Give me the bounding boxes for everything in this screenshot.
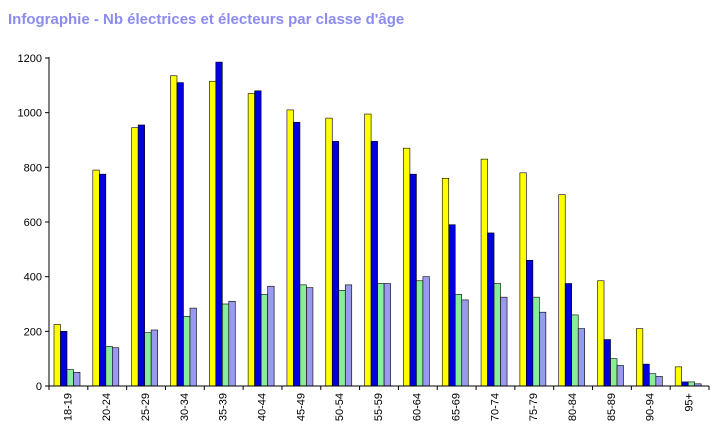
bar-55-59-s3 (377, 283, 385, 387)
bar-40-44-s3 (260, 294, 268, 387)
y-tick-label-800: 800 (24, 162, 42, 174)
bar-90-94-s1 (636, 328, 644, 387)
bar-35-39-s1 (208, 80, 217, 387)
bar-60-64-s4 (422, 276, 430, 387)
bar-75-79-s1 (519, 172, 527, 387)
bar-18-19-s1 (53, 324, 61, 387)
bar-90-94-s2 (642, 363, 650, 387)
axes-layer: 0 200 400 600 800 1000 1200 18-19 20-24 25-29 30-3… (18, 53, 710, 421)
bar-75-79-s4 (539, 311, 547, 387)
bar-65-69-s4 (461, 299, 469, 387)
bar-90-94-s3 (649, 373, 657, 387)
bar-18-19-s2 (60, 331, 68, 387)
bar-25-29-s4 (150, 329, 158, 387)
x-tick-label-25-29: 25-29 (140, 393, 152, 421)
bar-75-79-s2 (526, 259, 534, 387)
y-tick-label-600: 600 (24, 217, 42, 229)
x-tick-label-85-89: 85-89 (606, 393, 618, 421)
bar-70-74-s4 (500, 296, 508, 387)
x-tick-label-45-49: 45-49 (295, 393, 307, 421)
bars-layer (53, 61, 702, 387)
bar-45-49-s1 (286, 109, 294, 387)
y-tick-label-0: 0 (36, 381, 42, 393)
bar-85-89-s1 (597, 280, 605, 387)
bar-65-69-s2 (448, 224, 456, 387)
bar-40-44-s1 (247, 93, 255, 387)
bar-65-69-s1 (441, 177, 450, 387)
bar-45-49-s2 (293, 121, 301, 387)
bar-60-64-s2 (409, 173, 417, 387)
x-tick-label-35-39: 35-39 (218, 393, 230, 421)
x-tick-label-75-79: 75-79 (528, 393, 540, 421)
bar-55-59-s1 (364, 113, 372, 387)
bar-50-54-s1 (325, 117, 333, 387)
bar-50-54-s2 (331, 141, 340, 387)
bar-35-39-s3 (221, 303, 230, 387)
x-tick-label-18-19: 18-19 (62, 393, 74, 421)
bar-45-49-s3 (299, 284, 307, 387)
bar-95+-s2 (681, 381, 689, 387)
bar-60-64-s1 (403, 147, 411, 387)
bar-20-24-s4 (112, 347, 120, 387)
bar-20-24-s1 (92, 169, 100, 387)
bar-70-74-s2 (487, 232, 495, 387)
x-tick-label-70-74: 70-74 (489, 393, 501, 421)
x-tick-label-20-24: 20-24 (101, 393, 113, 421)
bar-95+-s3 (687, 381, 695, 387)
x-tick-label-55-59: 55-59 (373, 393, 385, 421)
x-tick-label-60-64: 60-64 (412, 393, 424, 421)
bar-85-89-s2 (603, 339, 611, 387)
y-tick-label-1200: 1200 (18, 53, 42, 65)
bar-80-84-s2 (564, 283, 573, 387)
chart-title: Infographie - Nb électrices et électeurs… (8, 11, 405, 28)
bar-85-89-s3 (610, 358, 618, 387)
bar-95+-s1 (674, 366, 682, 387)
y-tick-label-400: 400 (24, 272, 42, 284)
bar-35-39-s2 (215, 61, 223, 387)
bar-30-34-s3 (183, 315, 191, 387)
bar-45-49-s4 (306, 287, 314, 387)
bar-35-39-s4 (228, 300, 236, 387)
bar-50-54-s3 (338, 290, 346, 387)
x-tick-label-95+: 95+ (683, 393, 695, 412)
bar-85-89-s4 (616, 365, 624, 387)
y-tick-label-200: 200 (24, 326, 42, 338)
bar-40-44-s2 (254, 90, 262, 387)
bar-20-24-s2 (99, 173, 107, 387)
bar-40-44-s4 (267, 285, 275, 387)
bar-75-79-s3 (532, 296, 540, 387)
bar-60-64-s3 (416, 280, 424, 387)
bar-80-84-s3 (571, 314, 579, 387)
bar-70-74-s1 (480, 158, 488, 387)
bar-50-54-s4 (344, 284, 353, 387)
bar-65-69-s3 (454, 294, 463, 387)
x-tick-label-40-44: 40-44 (256, 393, 268, 421)
y-tick-label-1000: 1000 (18, 108, 42, 120)
x-tick-label-50-54: 50-54 (334, 393, 346, 421)
x-tick-label-30-34: 30-34 (179, 393, 191, 421)
x-tick-label-65-69: 65-69 (451, 393, 463, 421)
bar-18-19-s3 (66, 369, 74, 387)
bar-55-59-s4 (383, 283, 391, 387)
bar-90-94-s4 (655, 376, 663, 387)
bar-18-19-s4 (73, 372, 81, 387)
bar-30-34-s2 (176, 82, 184, 387)
bar-30-34-s1 (170, 75, 178, 387)
bar-30-34-s4 (189, 307, 197, 387)
bar-20-24-s3 (105, 346, 113, 387)
bar-25-29-s2 (137, 124, 145, 387)
x-tick-label-90-94: 90-94 (645, 393, 657, 421)
bar-55-59-s2 (370, 141, 378, 387)
bar-25-29-s3 (144, 332, 152, 387)
x-tick-label-80-84: 80-84 (567, 393, 579, 421)
bar-80-84-s4 (577, 328, 586, 387)
bar-80-84-s1 (558, 194, 566, 387)
bar-70-74-s3 (493, 283, 501, 387)
bar-25-29-s1 (131, 127, 139, 387)
